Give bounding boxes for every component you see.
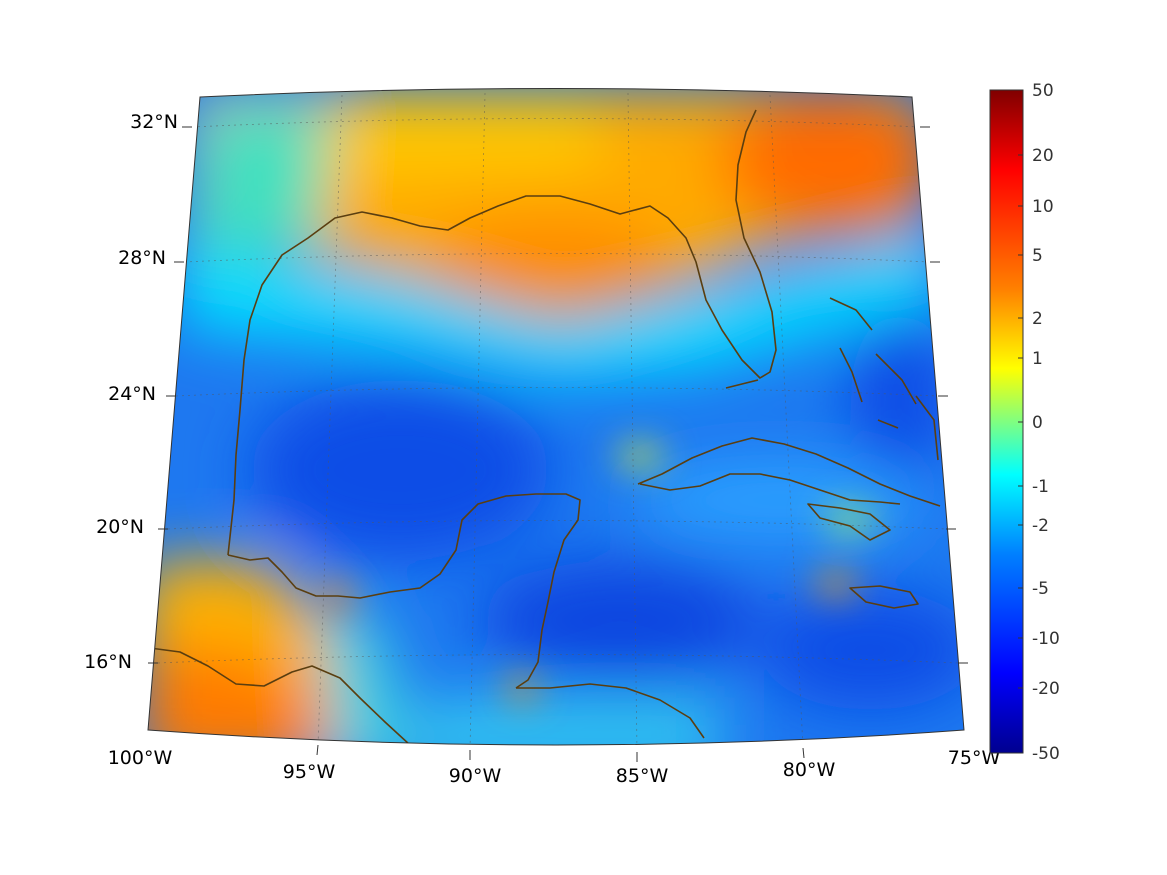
lat-label-28: 28°N bbox=[118, 247, 166, 269]
cuba bbox=[637, 437, 941, 507]
colorbar-label: 0 bbox=[1032, 413, 1043, 433]
florida-keys bbox=[725, 379, 759, 389]
colorbar-ticks bbox=[1018, 89, 1023, 754]
lat-label-32: 32°N bbox=[130, 111, 178, 133]
map-field bbox=[148, 88, 964, 745]
colorbar-label: -20 bbox=[1032, 679, 1060, 699]
lon-label-85: 85°W bbox=[616, 765, 669, 787]
lat-label-20: 20°N bbox=[96, 516, 144, 538]
colorbar-label: -2 bbox=[1032, 516, 1049, 536]
colorbar: 50 20 10 5 2 1 0 -1 -2 -5 -10 -20 -50 bbox=[989, 81, 1060, 764]
frame-ticks bbox=[148, 126, 968, 762]
lon-label-100: 100°W bbox=[108, 747, 173, 769]
field-hotspots bbox=[324, 444, 876, 700]
colorbar-label: 2 bbox=[1032, 309, 1043, 329]
colorbar-label: -50 bbox=[1032, 744, 1060, 764]
bahamas bbox=[829, 297, 939, 461]
central-america-pacific-coast bbox=[149, 647, 411, 745]
colorbar-label: 5 bbox=[1032, 246, 1043, 266]
colorbar-label: -5 bbox=[1032, 579, 1049, 599]
lon-label-90: 90°W bbox=[449, 765, 502, 787]
colorbar-gradient bbox=[989, 89, 1024, 754]
longitude-labels: 100°W 95°W 90°W 85°W 80°W 75°W bbox=[108, 747, 1001, 787]
lon-label-95: 95°W bbox=[283, 761, 336, 783]
lat-label-24: 24°N bbox=[108, 383, 156, 405]
colorbar-label: 50 bbox=[1032, 81, 1054, 101]
jamaica bbox=[849, 585, 919, 609]
graticule bbox=[157, 92, 959, 745]
us-gulf-coast bbox=[227, 109, 777, 556]
colorbar-label: 1 bbox=[1032, 349, 1043, 369]
colorbar-label: -10 bbox=[1032, 629, 1060, 649]
colorbar-label: -1 bbox=[1032, 477, 1049, 497]
central-america-caribbean-coast bbox=[516, 683, 705, 739]
colorbar-labels: 50 20 10 5 2 1 0 -1 -2 -5 -10 -20 -50 bbox=[1032, 81, 1060, 764]
colorbar-label: 20 bbox=[1032, 146, 1054, 166]
colorbar-label: 10 bbox=[1032, 197, 1054, 217]
coastlines bbox=[149, 109, 941, 745]
latitude-labels: 32°N 28°N 24°N 20°N 16°N bbox=[84, 111, 178, 673]
mexico-gulf-coast bbox=[227, 493, 581, 689]
lon-label-80: 80°W bbox=[783, 759, 836, 781]
lon-label-75: 75°W bbox=[948, 747, 1001, 769]
map-frame bbox=[147, 88, 965, 746]
lat-label-16: 16°N bbox=[84, 651, 132, 673]
hispaniola bbox=[807, 503, 891, 541]
